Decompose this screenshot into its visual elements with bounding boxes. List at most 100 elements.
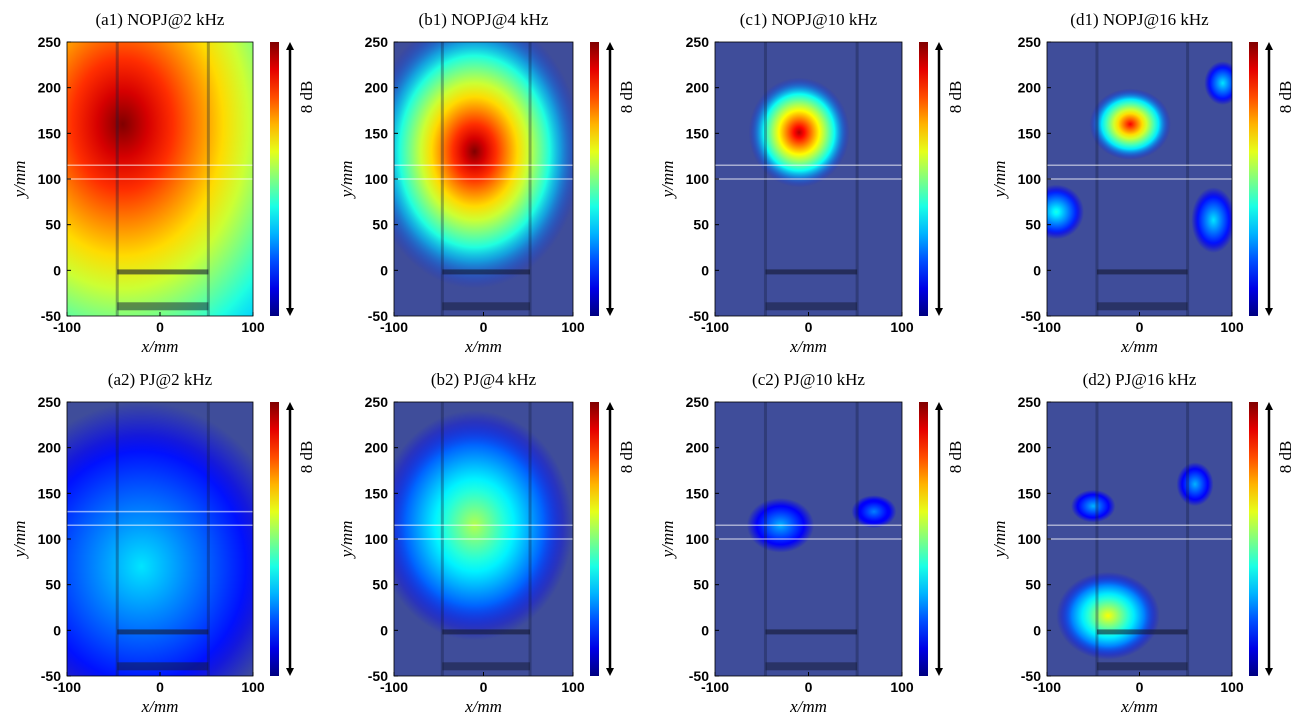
heatmap-image — [394, 402, 573, 676]
x-tick-label: 100 — [890, 679, 914, 695]
y-tick-label: 200 — [365, 80, 389, 96]
x-tick-label: -100 — [1033, 679, 1061, 695]
y-tick-label: 100 — [38, 171, 62, 187]
hotspot — [1204, 61, 1232, 106]
hotspot — [1056, 571, 1160, 660]
x-axis-label: x/mm — [464, 337, 502, 356]
y-tick-label: 200 — [38, 80, 62, 96]
colorbar — [919, 402, 928, 676]
colorbar-label: 8 dB — [297, 81, 316, 114]
panel: -50 0 50 100 150 200 250 -100 0 100 (a1) NOPJ@2 kH… — [10, 10, 316, 356]
heatmap-image — [394, 42, 573, 316]
rung — [765, 302, 858, 311]
y-tick-label: 100 — [1018, 171, 1042, 187]
y-tick-label: 250 — [38, 34, 62, 50]
rung — [765, 629, 858, 635]
y-tick-label: 150 — [1018, 125, 1042, 141]
rung — [1096, 302, 1188, 311]
panel: -50 0 50 100 150 200 250 -100 0 100 (c1) NOPJ@10 k… — [658, 10, 965, 356]
panel-title: (a2) PJ@2 kHz — [108, 370, 213, 389]
y-tick-label: 50 — [45, 217, 61, 233]
heatmap-image — [67, 402, 253, 676]
y-tick-label: 0 — [701, 622, 709, 638]
x-axis-label: x/mm — [1120, 697, 1158, 716]
x-tick-label: 100 — [1220, 679, 1244, 695]
y-tick-label: 200 — [1018, 440, 1042, 456]
rung — [1096, 662, 1188, 671]
rung — [117, 269, 209, 275]
panel-title: (d2) PJ@16 kHz — [1083, 370, 1197, 389]
y-tick-label: 100 — [1018, 531, 1042, 547]
y-tick-label: 0 — [53, 262, 61, 278]
y-tick-label: -50 — [689, 668, 709, 684]
y-tick-label: 50 — [45, 577, 61, 593]
y-tick-label: -50 — [1021, 308, 1041, 324]
y-axis-label: y/mm — [990, 521, 1009, 560]
y-tick-label: 200 — [686, 440, 710, 456]
hotspot — [394, 42, 573, 289]
y-axis-label: y/mm — [658, 521, 677, 560]
rung — [442, 629, 531, 635]
y-tick-label: 150 — [38, 125, 62, 141]
colorbar — [270, 402, 279, 676]
y-tick-label: -50 — [1021, 668, 1041, 684]
x-tick-label: 0 — [1136, 679, 1144, 695]
rung — [765, 662, 858, 671]
x-tick-label: 100 — [241, 319, 265, 335]
y-tick-label: 50 — [372, 217, 388, 233]
rung — [765, 269, 858, 275]
y-tick-label: 100 — [686, 531, 710, 547]
hotspot — [67, 402, 253, 676]
x-tick-label: 100 — [561, 319, 585, 335]
y-tick-label: 50 — [1025, 217, 1041, 233]
y-tick-label: 50 — [372, 577, 388, 593]
panel-title: (c1) NOPJ@10 kHz — [740, 10, 878, 29]
hotspot — [1071, 489, 1116, 523]
x-tick-label: 0 — [1136, 319, 1144, 335]
rung — [442, 302, 531, 311]
x-tick-label: 0 — [480, 679, 488, 695]
colorbar — [590, 402, 599, 676]
y-tick-label: 100 — [686, 171, 710, 187]
y-tick-label: 150 — [38, 485, 62, 501]
y-axis-label: y/mm — [658, 161, 677, 200]
hotspot — [1089, 88, 1171, 160]
colorbar — [1249, 402, 1258, 676]
x-axis-label: x/mm — [141, 337, 179, 356]
y-tick-label: 0 — [380, 622, 388, 638]
y-tick-label: 100 — [365, 171, 389, 187]
y-tick-label: 150 — [686, 125, 710, 141]
x-tick-label: -100 — [701, 319, 729, 335]
y-tick-label: 250 — [1018, 394, 1042, 410]
panel: -50 0 50 100 150 200 250 -100 0 100 (d1) NOPJ@16 k… — [990, 10, 1295, 356]
y-tick-label: 200 — [686, 80, 710, 96]
x-tick-label: 0 — [156, 319, 164, 335]
heatmap-image — [715, 42, 902, 316]
x-tick-label: 0 — [156, 679, 164, 695]
x-axis-label: x/mm — [789, 697, 827, 716]
rung — [442, 269, 531, 275]
colorbar-label: 8 dB — [1276, 81, 1295, 114]
x-axis-label: x/mm — [464, 697, 502, 716]
hotspot — [1191, 187, 1232, 253]
heatmap-image — [715, 402, 902, 676]
x-tick-label: -100 — [53, 319, 81, 335]
hotspot — [748, 77, 850, 188]
colorbar — [919, 42, 928, 316]
panel-title: (b2) PJ@4 kHz — [431, 370, 537, 389]
rung — [1096, 269, 1188, 275]
colorbar-label: 8 dB — [1276, 441, 1295, 474]
rung — [442, 662, 531, 671]
y-tick-label: 250 — [1018, 34, 1042, 50]
y-tick-label: -50 — [41, 308, 61, 324]
panel: -50 0 50 100 150 200 250 -100 0 100 (a2) PJ@2 kHz x… — [10, 370, 316, 716]
rung — [117, 302, 209, 311]
colorbar-label: 8 dB — [297, 441, 316, 474]
x-tick-label: 100 — [561, 679, 585, 695]
y-tick-label: 100 — [38, 531, 62, 547]
y-tick-label: 0 — [1033, 622, 1041, 638]
panel-title: (b1) NOPJ@4 kHz — [419, 10, 549, 29]
y-tick-label: -50 — [368, 308, 388, 324]
panel: -50 0 50 100 150 200 250 -100 0 100 (c2) PJ@10 kHz… — [658, 370, 965, 716]
